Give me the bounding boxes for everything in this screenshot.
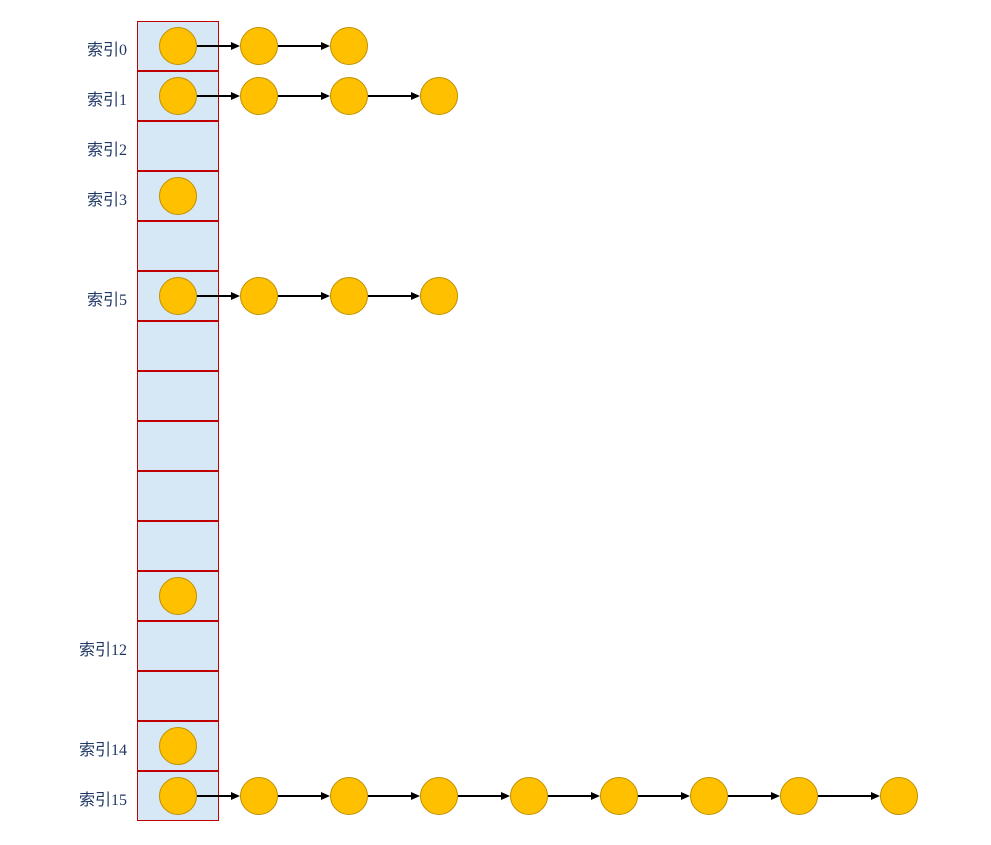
arrow-head [231,92,240,100]
arrow-head [411,792,420,800]
arrow-head [501,792,510,800]
list-node [159,727,197,765]
list-node [159,177,197,215]
list-node [159,27,197,65]
arrow-head [321,292,330,300]
arrow-head [231,292,240,300]
list-node [330,777,368,815]
list-node [330,27,368,65]
arrow [368,295,411,296]
arrow [818,795,871,796]
arrow-head [771,792,780,800]
arrow [458,795,501,796]
arrow [197,295,231,296]
list-node [880,777,918,815]
array-slot [137,621,219,671]
array-slot [137,471,219,521]
arrow-head [411,292,420,300]
arrow-head [871,792,880,800]
arrow [197,45,231,46]
slot-label: 索引14 [47,736,127,760]
arrow [368,795,411,796]
list-node [420,77,458,115]
list-node [240,27,278,65]
list-node [780,777,818,815]
array-slot [137,121,219,171]
list-node [159,77,197,115]
slot-label: 索引12 [47,636,127,660]
array-slot [137,521,219,571]
arrow [278,95,321,96]
slot-label: 索引15 [47,786,127,810]
list-node [420,777,458,815]
list-node [159,577,197,615]
arrow [728,795,771,796]
arrow-head [321,792,330,800]
arrow [197,95,231,96]
list-node [240,277,278,315]
array-slot [137,221,219,271]
arrow-head [231,42,240,50]
arrow [548,795,591,796]
arrow [278,295,321,296]
list-node [330,277,368,315]
list-node [420,277,458,315]
slot-label: 索引2 [47,136,127,160]
slot-label: 索引0 [47,36,127,60]
array-slot [137,371,219,421]
slot-label: 索引3 [47,186,127,210]
arrow [278,795,321,796]
array-slot [137,421,219,471]
list-node [330,77,368,115]
arrow [638,795,681,796]
slot-label: 索引1 [47,86,127,110]
array-slot [137,671,219,721]
arrow-head [321,42,330,50]
arrow [197,795,231,796]
list-node [240,77,278,115]
list-node [159,777,197,815]
arrow-head [411,92,420,100]
arrow-head [321,92,330,100]
list-node [159,277,197,315]
list-node [690,777,728,815]
arrow [278,45,321,46]
list-node [510,777,548,815]
arrow-head [231,792,240,800]
array-slot [137,321,219,371]
arrow-head [681,792,690,800]
arrow-head [591,792,600,800]
list-node [240,777,278,815]
arrow [368,95,411,96]
slot-label: 索引5 [47,286,127,310]
list-node [600,777,638,815]
